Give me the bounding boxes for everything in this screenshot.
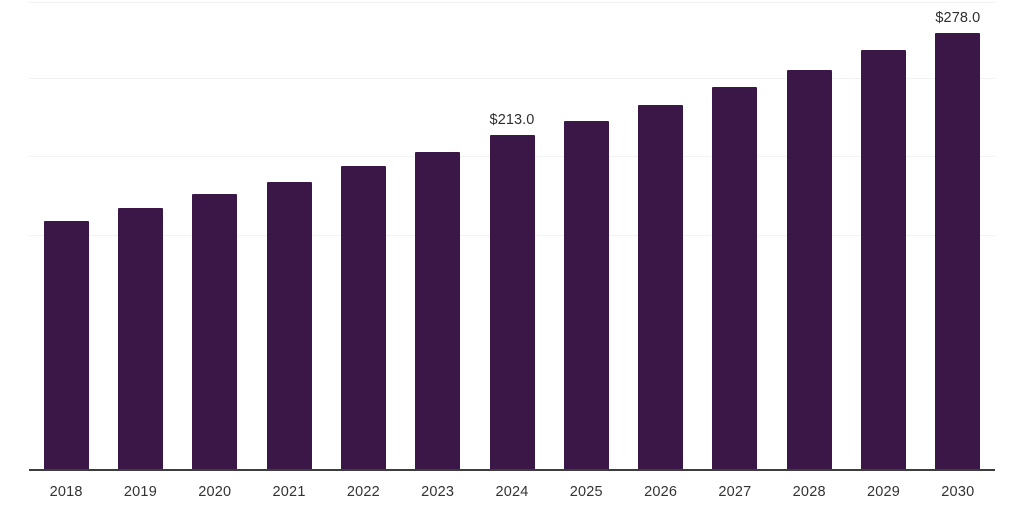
bar-group-2023[interactable] [415,0,461,470]
bar-2024[interactable] [489,135,535,470]
bar-value-label-2030: $278.0 [935,10,981,26]
bar-group-2028[interactable] [786,0,832,470]
bar-value-label-2024: $213.0 [489,112,535,129]
bar-group-2029[interactable] [861,0,907,470]
bar-2023[interactable] [415,151,461,470]
x-tick-label-2029: 2029 [866,484,901,500]
bar-group-2020[interactable] [192,0,238,470]
bar-2019[interactable] [117,207,163,470]
x-tick-label-2020: 2020 [198,484,232,500]
bar-group-2025[interactable] [563,0,609,470]
bar-2030[interactable] [935,33,981,470]
bar-2022[interactable] [340,165,386,470]
bar-group-2019[interactable] [117,0,163,470]
x-tick-label-2025: 2025 [569,484,603,500]
bar-group-2024[interactable]: $213.0 [489,0,535,470]
x-tick-label-2028: 2028 [792,484,826,500]
bar-2026[interactable] [638,104,684,470]
bar-group-2018[interactable] [43,0,89,470]
x-tick-label-2021: 2021 [272,484,306,500]
x-tick-label-2024: 2024 [495,484,529,500]
bar-group-2021[interactable] [266,0,312,470]
x-tick-label-2027: 2027 [718,484,752,500]
x-tick-label-2019: 2019 [123,484,157,500]
gridline [29,2,995,3]
x-axis-line [29,469,995,471]
bar-group-2030[interactable]: $278.0 [935,0,981,470]
x-tick-label-2030: 2030 [941,484,975,500]
bar-group-2026[interactable] [638,0,684,470]
bar-2025[interactable] [563,120,609,470]
gridline [29,78,995,79]
x-axis-labels: 2018 2019 2020 2021 2022 2023 2024 2025 2026 2027… [29,470,995,512]
bar-group-2027[interactable] [712,0,758,470]
bar-2020[interactable] [192,193,238,470]
bar-group-2022[interactable] [340,0,386,470]
bar-2021[interactable] [266,181,312,470]
bar-2018[interactable] [43,220,89,470]
x-tick-label-2022: 2022 [346,484,380,500]
bars-layer: $213.0 $278.0 [29,0,995,470]
x-tick-label-2026: 2026 [644,484,678,500]
bar-2028[interactable] [786,69,832,470]
bar-2029[interactable] [861,49,907,470]
x-tick-label-2018: 2018 [49,484,83,500]
x-tick-label-2023: 2023 [421,484,455,500]
bar-2027[interactable] [712,86,758,470]
